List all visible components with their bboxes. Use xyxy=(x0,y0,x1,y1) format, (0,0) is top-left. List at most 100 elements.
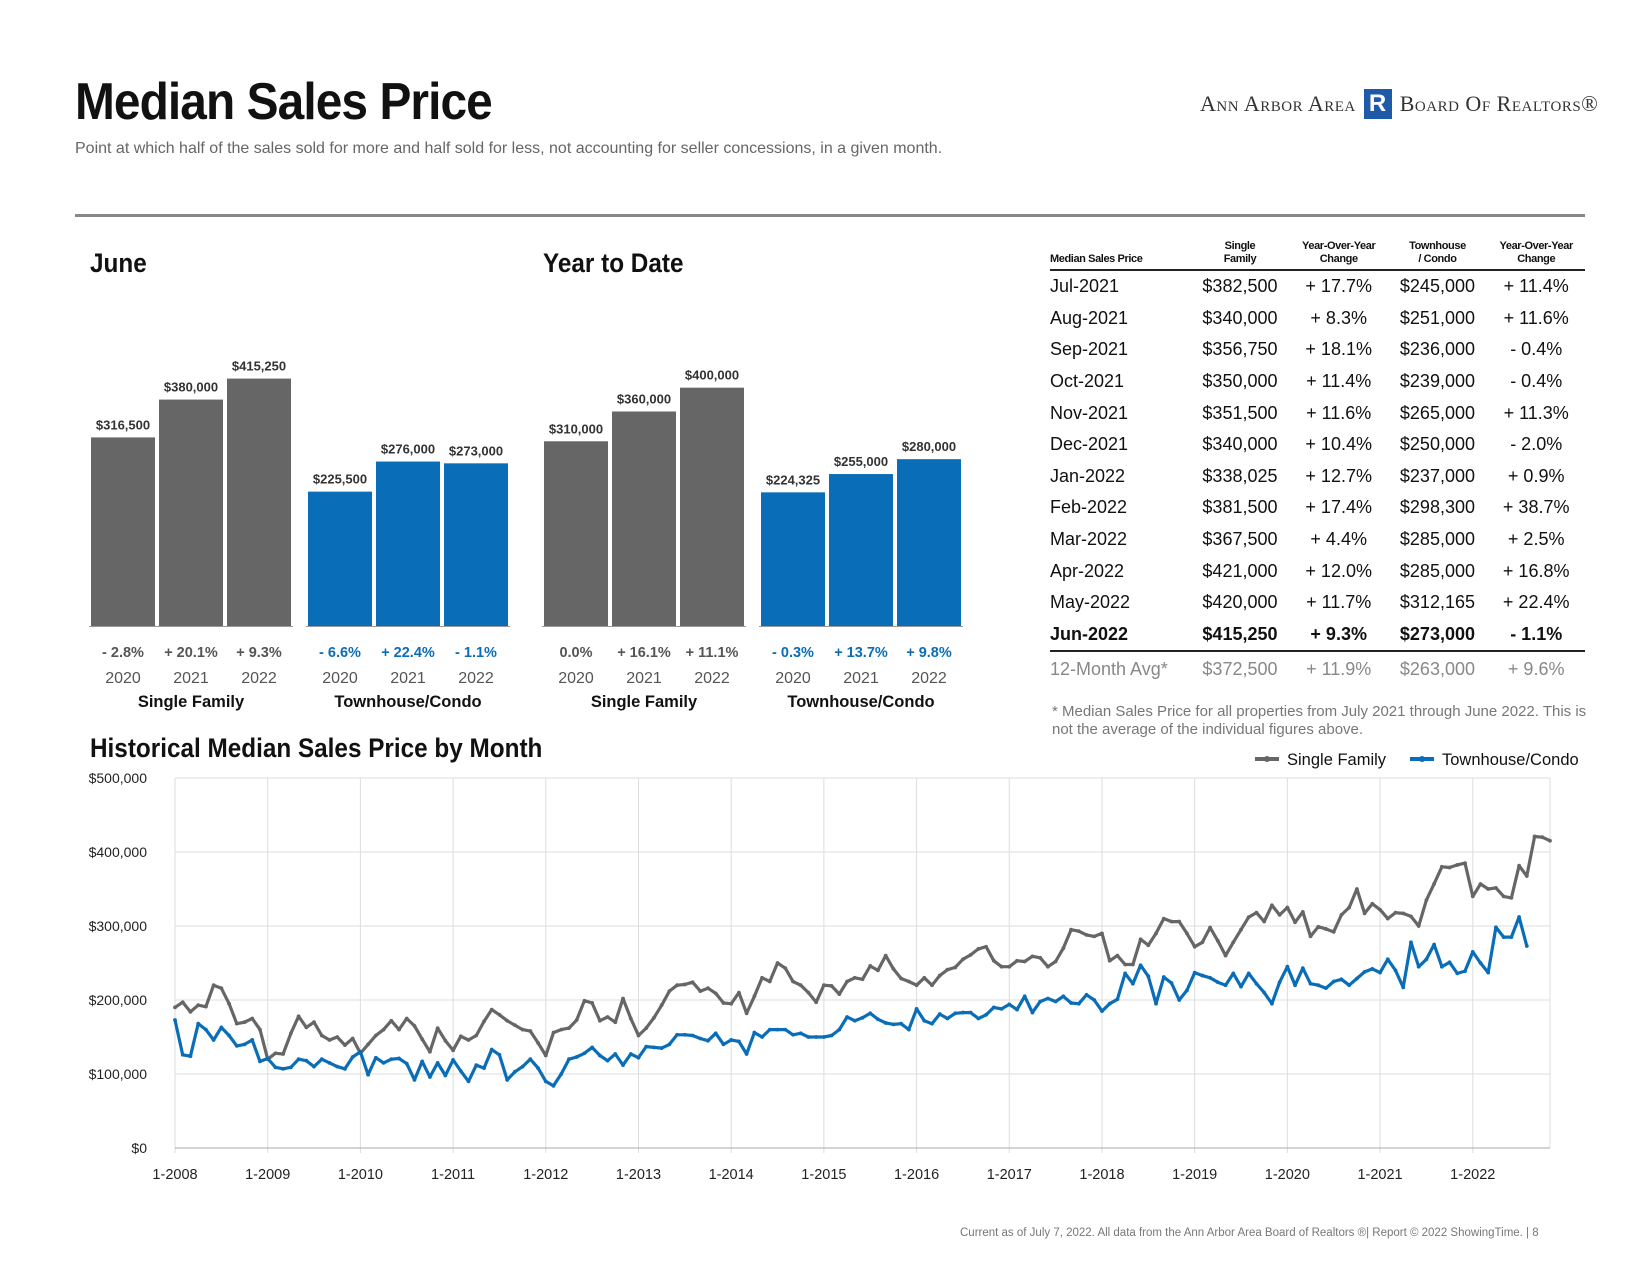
data-point xyxy=(281,1066,286,1071)
data-point xyxy=(1524,874,1529,878)
data-point xyxy=(505,1078,510,1082)
table-cell: $285,000 xyxy=(1399,529,1475,550)
x-tick-label: 1-2020 xyxy=(1265,1167,1310,1183)
data-point xyxy=(443,1038,448,1043)
bar-year-label: 2020 xyxy=(558,670,594,687)
data-point xyxy=(690,1033,695,1038)
data-point xyxy=(551,1030,556,1035)
data-point xyxy=(1517,863,1522,868)
data-point xyxy=(173,1005,177,1010)
data-point xyxy=(1015,958,1019,963)
data-point xyxy=(335,1035,340,1039)
data-point xyxy=(219,1025,224,1030)
data-point xyxy=(775,1027,780,1032)
table-cell: $265,000 xyxy=(1399,402,1475,423)
data-point xyxy=(435,1061,440,1065)
data-point xyxy=(327,1038,332,1042)
bar-value-label: $316,500 xyxy=(96,417,150,432)
data-point xyxy=(1486,970,1491,975)
data-point xyxy=(930,1021,934,1026)
data-point xyxy=(258,1059,262,1064)
data-point xyxy=(1154,931,1158,936)
data-point xyxy=(1509,935,1514,939)
data-point xyxy=(389,1057,394,1062)
table-cell: + 0.9% xyxy=(1507,465,1565,486)
data-point xyxy=(1177,998,1182,1002)
bar-single-family-2020 xyxy=(91,437,155,626)
bar-value-label: $360,000 xyxy=(617,392,671,407)
monthly-stats-table: Median Sales Price Single Family Year-Ov… xyxy=(1050,240,1585,686)
data-point xyxy=(180,1000,185,1005)
data-point xyxy=(350,1036,355,1041)
page-subtitle: Point at which half of the sales sold fo… xyxy=(75,140,943,157)
data-point xyxy=(1439,964,1444,969)
table-cell: $340,000 xyxy=(1202,307,1278,328)
data-point xyxy=(1277,980,1282,985)
bar-change-label: 0.0% xyxy=(559,645,592,661)
data-point xyxy=(682,1032,687,1037)
data-point xyxy=(1022,959,1027,964)
data-point xyxy=(937,973,942,978)
data-point xyxy=(1231,940,1236,945)
data-point xyxy=(412,1078,417,1082)
table-cell: + 10.4% xyxy=(1305,434,1372,455)
data-point xyxy=(273,1065,278,1070)
data-point xyxy=(428,1049,432,1054)
data-point xyxy=(798,1031,803,1036)
data-point xyxy=(1524,944,1529,948)
data-point xyxy=(984,944,988,949)
data-point xyxy=(528,1029,533,1033)
data-point xyxy=(211,1038,216,1042)
data-point xyxy=(1208,975,1213,980)
data-point xyxy=(868,1011,873,1016)
data-point xyxy=(613,1052,618,1056)
data-point xyxy=(914,1006,919,1011)
x-tick-label: 1-2010 xyxy=(338,1167,383,1183)
table-cell: Oct-2021 xyxy=(1050,371,1125,392)
data-point xyxy=(1401,985,1406,990)
table-cell: $340,000 xyxy=(1202,434,1278,455)
data-point xyxy=(288,1065,293,1070)
data-point xyxy=(1501,935,1506,939)
data-point xyxy=(1470,950,1475,954)
table-row: Aug-2021 $340,000 + 8.3% $251,000 + 11.6% xyxy=(1050,303,1585,335)
data-point xyxy=(999,1006,1004,1011)
table-cell: $356,750 xyxy=(1202,339,1278,360)
data-point xyxy=(1154,1001,1158,1006)
ytd-bar-chart: $310,000 0.0% 2020 $360,000 + 16.1% 2021 $400,… xyxy=(542,368,963,711)
data-point xyxy=(1239,984,1243,989)
data-point xyxy=(713,991,718,996)
data-point xyxy=(968,952,973,957)
data-point xyxy=(1231,971,1236,976)
data-point xyxy=(1470,894,1475,899)
table-cell: + 12.0% xyxy=(1305,560,1372,581)
table-cell: Jun-2022 xyxy=(1050,618,1190,653)
bar-value-label: $415,250 xyxy=(232,359,286,374)
bar-value-label: $276,000 xyxy=(381,442,435,457)
data-point xyxy=(1107,1001,1112,1006)
data-point xyxy=(1084,932,1089,937)
data-point xyxy=(404,1016,409,1021)
data-point xyxy=(636,1055,641,1060)
data-point xyxy=(1038,955,1043,960)
data-point xyxy=(1092,998,1097,1002)
data-point xyxy=(543,1079,548,1084)
data-point xyxy=(389,1018,394,1023)
data-point xyxy=(1084,992,1089,997)
data-point xyxy=(1354,887,1359,891)
table-cell: $351,500 xyxy=(1202,402,1278,423)
data-point xyxy=(1501,894,1506,899)
table-cell: $338,025 xyxy=(1202,465,1278,486)
y-tick-label: $100,000 xyxy=(89,1066,148,1082)
data-point xyxy=(458,1069,463,1073)
data-point xyxy=(543,1053,548,1058)
table-cell: + 22.4% xyxy=(1502,592,1570,613)
data-point xyxy=(1362,911,1367,916)
bar-year-label: 2022 xyxy=(241,670,277,687)
data-point xyxy=(304,1025,309,1030)
table-cell: + 11.9% xyxy=(1306,658,1372,679)
june-bar-chart: $316,500 - 2.8% 2020 $380,000 + 20.1% 2021 $41… xyxy=(89,359,510,711)
bar-change-label: - 1.1% xyxy=(455,645,497,661)
history-title: Historical Median Sales Price by Month xyxy=(90,733,543,763)
data-point xyxy=(1053,999,1058,1004)
